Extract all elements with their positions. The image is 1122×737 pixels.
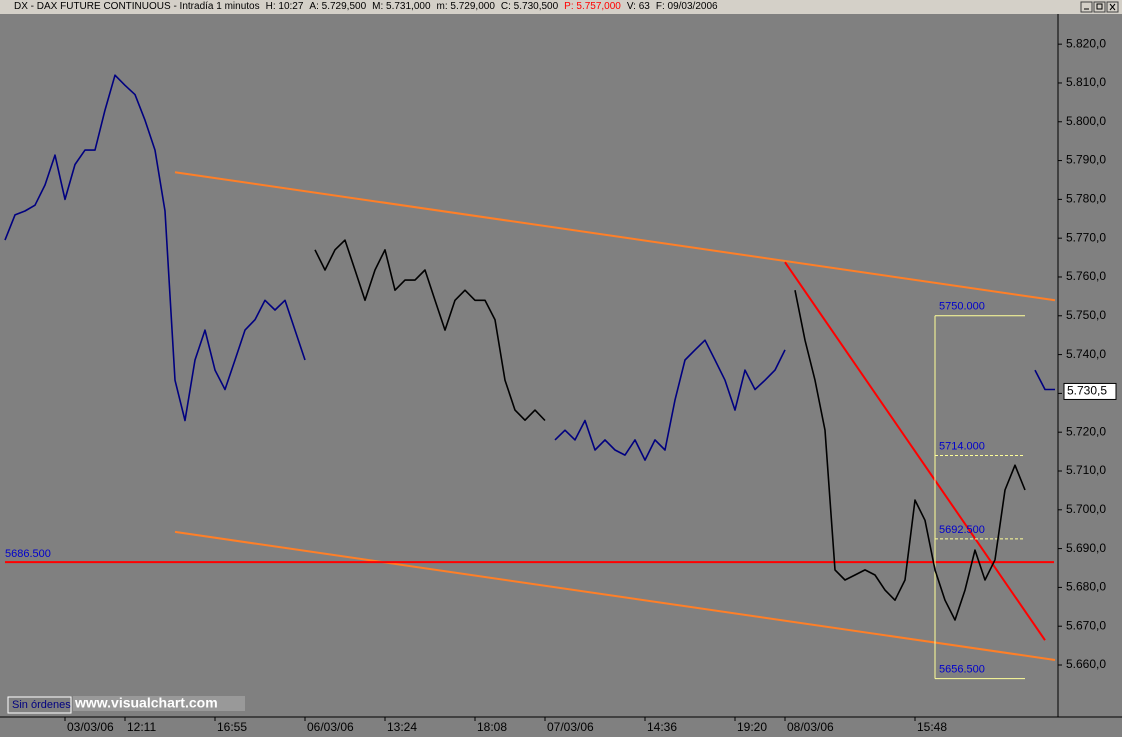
icon: [1109, 3, 1116, 11]
last-price-label: 5.730,5: [1067, 384, 1107, 398]
header-stat: A: 5.729,500: [309, 1, 367, 12]
x-tick-label: 15:48: [917, 720, 947, 734]
icon: [1096, 3, 1103, 10]
level-label: 5692.500: [939, 524, 985, 536]
x-tick-label: 12:11: [127, 720, 156, 734]
watermark: www.visualchart.com: [74, 695, 218, 711]
minimize-button[interactable]: [1080, 1, 1093, 13]
trend-line: [174, 171, 1056, 302]
last-price-box: [1063, 382, 1117, 400]
status-text: Sin órdenes: [12, 699, 71, 711]
y-tick-label: 5.690,0: [1066, 541, 1106, 555]
header-stat: M: 5.731,000: [372, 1, 431, 12]
status-box[interactable]: Sin órdenes: [7, 696, 72, 714]
horizontal-line-label: 5686.500: [5, 548, 51, 560]
x-tick-label: 13:24: [387, 720, 417, 734]
y-tick-label: 5.810,0: [1066, 75, 1106, 89]
y-tick-label: 5.700,0: [1066, 502, 1106, 516]
chart-title: DX - DAX FUTURE CONTINUOUS - Intradía 1 …: [14, 1, 260, 12]
y-tick-label: 5.750,0: [1066, 308, 1106, 322]
watermark-background: [73, 696, 245, 711]
header-stat: m: 5.729,000: [436, 1, 495, 12]
x-tick-label: 03/03/06: [67, 720, 114, 734]
x-tick-label: 06/03/06: [307, 720, 354, 734]
restore-button[interactable]: [1093, 1, 1106, 13]
x-tick-label: 14:36: [647, 720, 677, 734]
header-stat: H: 10:27: [265, 1, 304, 12]
y-tick-label: 5.820,0: [1066, 36, 1106, 50]
level-label: 5714.000: [939, 440, 985, 452]
y-tick-label: 5.800,0: [1066, 114, 1106, 128]
x-tick-label: 07/03/06: [547, 720, 594, 734]
x-tick-label: 19:20: [737, 720, 767, 734]
trend-line: [174, 530, 1056, 661]
y-tick-label: 5.790,0: [1066, 153, 1106, 167]
x-tick-label: 18:08: [477, 720, 507, 734]
header-stat: P: 5.757,000: [564, 1, 621, 12]
trend-line: [784, 261, 1046, 641]
header-stat: C: 5.730,500: [500, 1, 559, 12]
y-tick-label: 5.670,0: [1066, 618, 1106, 632]
y-tick-label: 5.770,0: [1066, 230, 1106, 244]
header-bar: DX - DAX FUTURE CONTINUOUS - Intradía 1 …: [0, 0, 1122, 14]
y-tick-label: 5.720,0: [1066, 424, 1106, 438]
header-stat: V: 63: [626, 1, 650, 12]
y-tick-label: 5.740,0: [1066, 347, 1106, 361]
x-tick-label: 16:55: [217, 720, 247, 734]
price-line: [314, 239, 1026, 621]
y-tick-label: 5.660,0: [1066, 657, 1106, 671]
level-label: 5750.000: [939, 301, 985, 313]
status-frame: [7, 696, 72, 714]
plot-background: [0, 14, 1122, 737]
level-label: 5656.500: [939, 663, 985, 675]
y-tick-label: 5.760,0: [1066, 269, 1106, 283]
x-tick-label: 08/03/06: [787, 720, 834, 734]
y-tick-label: 5.780,0: [1066, 192, 1106, 206]
y-tick-label: 5.680,0: [1066, 580, 1106, 594]
window-buttons: [1080, 1, 1119, 13]
price-line: [4, 74, 1055, 461]
y-tick-label: 5.710,0: [1066, 463, 1106, 477]
header-stat: F: 09/03/2006: [655, 1, 718, 12]
